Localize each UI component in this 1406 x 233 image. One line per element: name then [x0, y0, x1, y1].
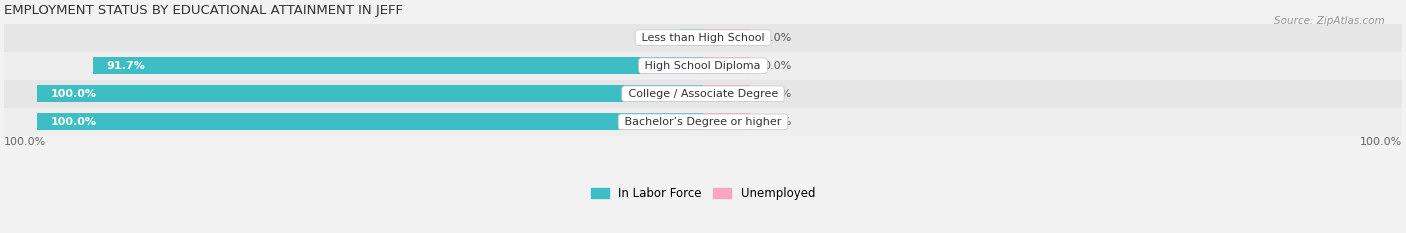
Bar [703, 113, 749, 130]
Bar [4, 80, 1402, 108]
Text: 100.0%: 100.0% [1360, 137, 1402, 147]
Bar [4, 24, 1402, 52]
Bar [38, 85, 703, 103]
Text: 0.0%: 0.0% [763, 117, 792, 127]
Text: Source: ZipAtlas.com: Source: ZipAtlas.com [1274, 16, 1385, 26]
Text: EMPLOYMENT STATUS BY EDUCATIONAL ATTAINMENT IN JEFF: EMPLOYMENT STATUS BY EDUCATIONAL ATTAINM… [4, 4, 404, 17]
Text: 0.0%: 0.0% [763, 89, 792, 99]
Text: 100.0%: 100.0% [51, 89, 97, 99]
Bar [93, 57, 703, 74]
Bar [703, 85, 749, 103]
Bar [4, 108, 1402, 136]
Text: Bachelor’s Degree or higher: Bachelor’s Degree or higher [621, 117, 785, 127]
Text: High School Diploma: High School Diploma [641, 61, 765, 71]
Text: 100.0%: 100.0% [4, 137, 46, 147]
Text: 100.0%: 100.0% [51, 117, 97, 127]
Text: College / Associate Degree: College / Associate Degree [624, 89, 782, 99]
Bar [703, 29, 749, 46]
Text: Less than High School: Less than High School [638, 33, 768, 43]
Bar [4, 52, 1402, 80]
Text: 0.0%: 0.0% [763, 33, 792, 43]
Bar [703, 57, 749, 74]
Bar [38, 113, 703, 130]
Text: 0.0%: 0.0% [763, 61, 792, 71]
Text: 91.7%: 91.7% [105, 61, 145, 71]
Legend: In Labor Force, Unemployed: In Labor Force, Unemployed [591, 187, 815, 200]
Bar [679, 29, 703, 46]
Text: 0.0%: 0.0% [638, 33, 666, 43]
